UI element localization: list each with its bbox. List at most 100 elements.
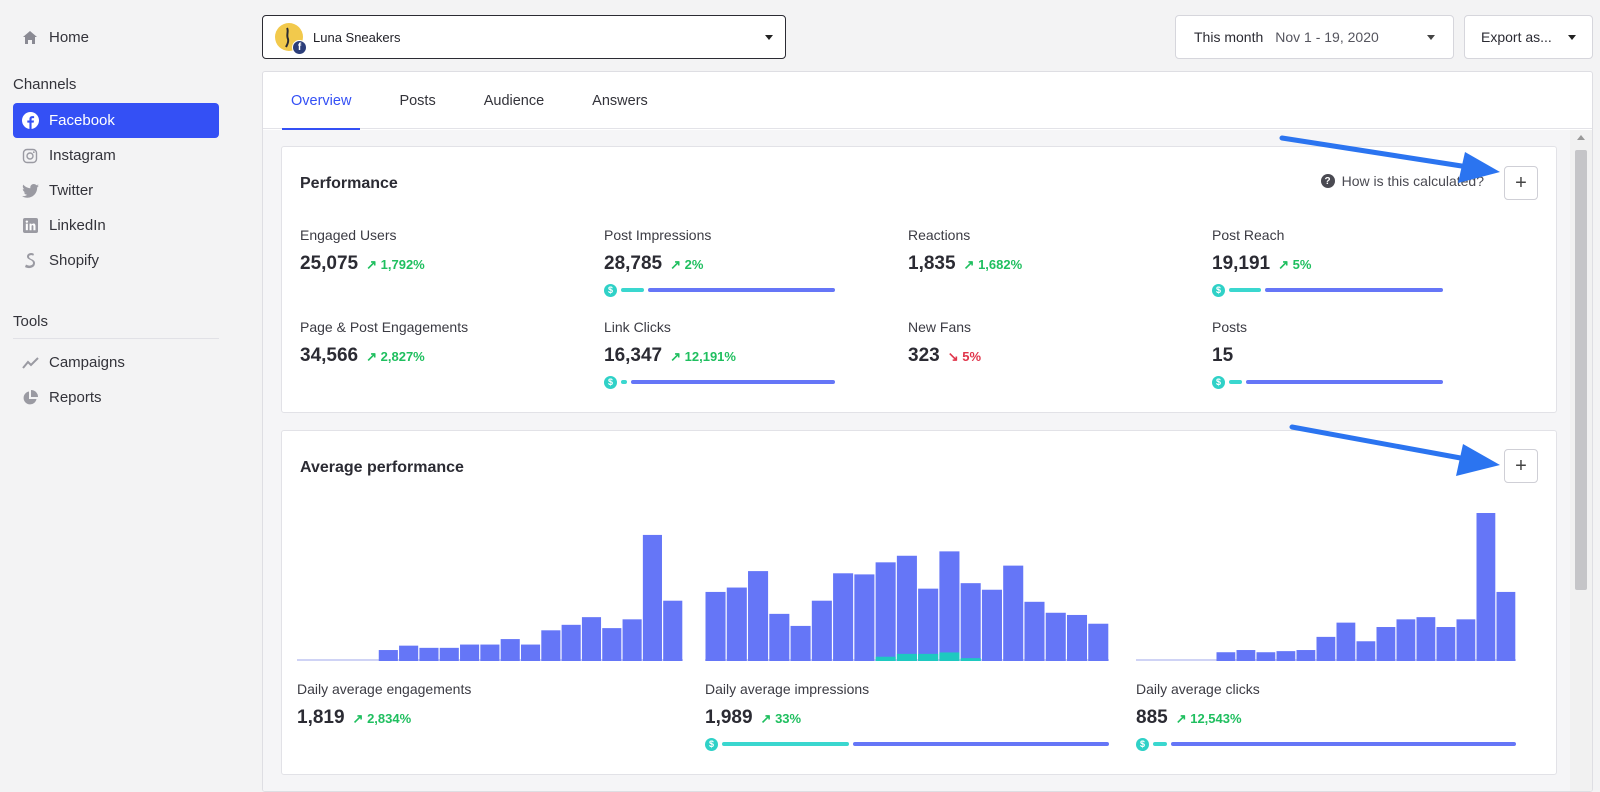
sidebar-item-twitter[interactable]: Twitter — [13, 173, 219, 208]
how-calculated-link[interactable]: ? How is this calculated? — [1320, 173, 1484, 189]
chart-bar — [663, 600, 683, 661]
chart-bar-paid — [939, 652, 960, 661]
metric: Post Reach 19,191 ↗ 5% $ — [1212, 227, 1492, 297]
metric-value: 16,347 — [604, 345, 663, 366]
metric-row: 16,347 ↗ 12,191% — [604, 345, 884, 367]
sidebar-item-facebook[interactable]: Facebook — [13, 103, 219, 138]
tab-posts[interactable]: Posts — [399, 92, 436, 109]
chart-bar — [1216, 652, 1236, 661]
add-metric-button[interactable]: + — [1504, 166, 1538, 200]
paid-dollar-icon: $ — [1136, 737, 1149, 751]
chart-bar — [896, 555, 917, 661]
tab-answers[interactable]: Answers — [592, 92, 648, 109]
metric-row: 885 ↗ 12,543% — [1136, 707, 1516, 729]
export-button[interactable]: Export as... — [1464, 15, 1593, 59]
metric-change: ↗ 12,543% — [1176, 711, 1242, 727]
tab-audience[interactable]: Audience — [483, 92, 545, 109]
help-icon: ? — [1320, 174, 1335, 188]
organic-segment — [852, 742, 1110, 746]
card-title: Performance — [300, 175, 398, 192]
sidebar-item-shopify[interactable]: Shopify — [13, 243, 219, 278]
metric-row: 34,566 ↗ 2,827% — [300, 345, 580, 367]
scrollbar-thumb[interactable] — [1575, 150, 1587, 590]
chart-bar — [1045, 612, 1066, 661]
metric-change: ↗ 1,792% — [366, 257, 425, 273]
chart-bar — [939, 551, 960, 661]
chart-bar — [419, 647, 439, 661]
date-range-picker[interactable]: This month Nov 1 - 19, 2020 — [1175, 15, 1454, 59]
arrow-up-icon: ↗ — [1278, 257, 1293, 272]
linkedin-icon — [21, 217, 39, 235]
chart-bar — [1496, 591, 1516, 661]
paid-segment — [1229, 380, 1242, 384]
paid-organic-bar: $ — [604, 375, 884, 389]
chart-bar — [622, 619, 642, 661]
bar-chart — [1136, 513, 1516, 661]
arrow-up-icon: ↗ — [366, 257, 381, 272]
chart-bar — [833, 573, 854, 661]
account-selector[interactable]: f Luna Sneakers — [262, 15, 786, 59]
facebook-icon — [21, 112, 39, 130]
sidebar: Home Channels Facebook Instagram Twitter… — [0, 0, 232, 792]
metric-value: 885 — [1136, 707, 1168, 728]
help-label: How is this calculated? — [1341, 173, 1484, 189]
paid-dollar-icon: $ — [1212, 283, 1225, 297]
avatar: f — [275, 23, 307, 55]
sidebar-item-label: Home — [49, 29, 90, 46]
chart-bar — [769, 613, 790, 661]
metric: New Fans 323 ↘ 5% — [908, 319, 1188, 367]
metric-change: ↗ 33% — [761, 711, 802, 727]
metric-change-value: 1,682% — [978, 257, 1023, 272]
pie-chart-icon — [21, 389, 39, 407]
metric-label: Engaged Users — [300, 227, 397, 243]
paid-dollar-icon: $ — [604, 375, 617, 389]
metric-change-value: 12,543% — [1190, 711, 1242, 726]
metric-row: 1,835 ↗ 1,682% — [908, 253, 1188, 275]
chart-bar — [378, 650, 398, 661]
metric-change: ↗ 2,827% — [366, 349, 425, 365]
sidebar-item-label: Campaigns — [49, 354, 125, 371]
sidebar-item-home[interactable]: Home — [13, 20, 219, 55]
chart-bar — [581, 617, 602, 661]
daily-chart — [1136, 501, 1516, 661]
metric-change-value: 2,827% — [380, 349, 425, 364]
metric-change-value: 5% — [962, 349, 982, 364]
arrow-up-icon: ↗ — [963, 257, 979, 272]
scrollbar[interactable] — [1570, 130, 1592, 791]
metric-label: Daily average impressions — [705, 681, 870, 697]
scroll-up-icon[interactable] — [1577, 135, 1585, 140]
paid-segment — [621, 288, 644, 292]
chart-bar — [1276, 651, 1296, 661]
metric-label: Reactions — [908, 227, 971, 243]
metric-value: 25,075 — [300, 253, 359, 274]
metric-row: 1,819 ↗ 2,834% — [297, 707, 683, 729]
chart-bar — [960, 583, 981, 661]
instagram-icon — [21, 147, 39, 165]
chart-bar — [875, 562, 896, 661]
metric-value: 1,989 — [705, 707, 753, 728]
metric-value: 1,835 — [908, 253, 956, 274]
metric-change: ↘ 5% — [948, 349, 981, 365]
chart-bar — [1088, 623, 1109, 661]
organic-segment — [1265, 288, 1443, 292]
chart-bar — [460, 644, 480, 661]
chart-bar — [1296, 650, 1316, 661]
sidebar-item-instagram[interactable]: Instagram — [13, 138, 219, 173]
sidebar-item-reports[interactable]: Reports — [13, 380, 219, 415]
chevron-down-icon — [765, 34, 773, 40]
metric-label: Post Impressions — [604, 227, 712, 243]
metric-row: 323 ↘ 5% — [908, 345, 1188, 367]
sidebar-item-campaigns[interactable]: Campaigns — [13, 345, 219, 380]
paid-dollar-icon: $ — [604, 283, 617, 297]
sidebar-item-linkedin[interactable]: LinkedIn — [13, 208, 219, 243]
chart-bar — [981, 589, 1002, 661]
metric-row: 28,785 ↗ 2% — [604, 253, 884, 275]
card-title: Average performance — [300, 459, 464, 476]
metric-value: 28,785 — [604, 253, 663, 274]
metric: Post Impressions 28,785 ↗ 2% $ — [604, 227, 884, 297]
tab-overview[interactable]: Overview — [282, 72, 361, 130]
facebook-badge-icon: f — [292, 40, 307, 55]
chart-bar — [1436, 627, 1456, 661]
add-chart-button[interactable]: + — [1504, 449, 1538, 483]
chart-bar — [1356, 641, 1376, 661]
